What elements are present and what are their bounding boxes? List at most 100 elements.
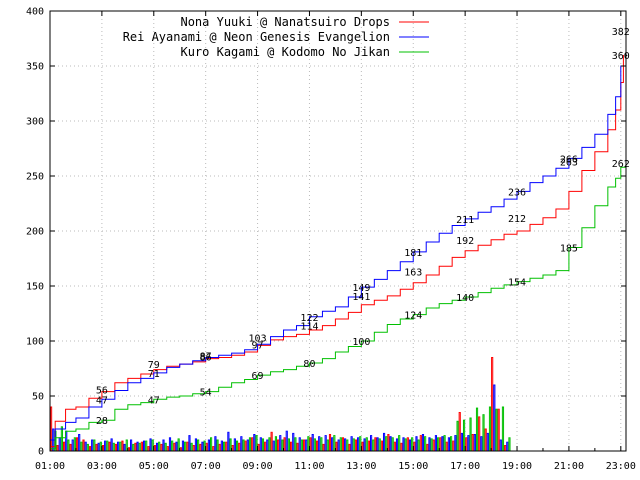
histogram-bar: [261, 438, 265, 452]
data-label: 122: [300, 313, 318, 324]
histogram-bar: [227, 431, 230, 452]
histogram-bar: [58, 437, 61, 452]
y-tick-label: 350: [26, 62, 44, 73]
histogram-bar: [450, 436, 453, 452]
histogram-bar: [173, 442, 176, 452]
histogram-bar: [462, 419, 466, 452]
y-tick-label: 50: [32, 392, 44, 403]
histogram-bar: [166, 446, 169, 452]
histogram-bar: [216, 439, 219, 452]
histogram-bar: [475, 407, 479, 452]
histogram-bar: [287, 438, 290, 452]
histogram-bar: [393, 441, 396, 452]
histogram-bar: [112, 442, 115, 452]
data-label: 28: [96, 416, 108, 427]
histogram-bar: [117, 441, 120, 452]
data-label: 154: [508, 278, 526, 289]
data-label: 97: [252, 340, 264, 351]
histogram-bar: [274, 436, 278, 452]
histogram-bar: [268, 437, 271, 452]
histogram-bar: [417, 439, 420, 452]
histogram-bar: [437, 437, 440, 452]
histogram-bar: [395, 438, 399, 452]
histogram-bar: [119, 441, 122, 452]
data-label: 100: [352, 337, 370, 348]
histogram-bar: [482, 414, 485, 452]
histogram-bar: [279, 435, 282, 452]
histogram-bar: [385, 436, 388, 452]
histogram-bar: [411, 437, 414, 452]
histogram-bar: [491, 357, 494, 452]
histogram-bar: [354, 439, 358, 452]
histogram-bar: [350, 436, 353, 452]
histogram-bar: [322, 443, 325, 452]
histogram-bar: [121, 440, 124, 452]
data-label: 124: [404, 311, 422, 322]
histogram-bar: [140, 441, 143, 452]
histogram-bar: [246, 439, 249, 452]
histogram-bar: [378, 438, 381, 452]
data-label: 140: [456, 293, 474, 304]
histogram-bar: [447, 437, 450, 452]
histogram-bar: [328, 434, 332, 452]
x-tick-label: 09:00: [243, 461, 273, 472]
histogram-bar: [283, 437, 286, 452]
histogram-bar: [242, 439, 245, 452]
histogram-bar: [138, 442, 141, 452]
data-label: 69: [252, 371, 264, 382]
histogram-bar: [125, 439, 128, 452]
data-label: 262: [612, 159, 630, 170]
histogram-bar: [478, 416, 481, 452]
histogram-bar: [147, 446, 150, 452]
data-label: 149: [352, 283, 370, 294]
histogram-bar: [508, 437, 511, 452]
histogram-bar: [197, 439, 200, 452]
histogram-bar: [320, 437, 323, 452]
histogram-bar: [175, 441, 178, 452]
histogram-bar: [244, 440, 247, 452]
histogram-bar: [458, 412, 461, 452]
histogram-bar: [214, 436, 217, 452]
histogram-bar: [428, 437, 431, 452]
histogram-bar: [506, 441, 509, 452]
data-label: 163: [404, 268, 422, 279]
data-label: 86: [200, 352, 212, 363]
data-label: 263: [560, 158, 578, 169]
histogram-bar: [380, 440, 383, 452]
histogram-bar: [504, 445, 507, 452]
histogram-bar: [302, 439, 306, 452]
histogram-bar: [93, 439, 96, 452]
histogram-bar: [82, 439, 85, 452]
histogram-bar: [160, 443, 163, 452]
histogram-bar: [357, 437, 360, 452]
histogram-bar: [460, 432, 463, 452]
histogram-bar: [296, 442, 299, 452]
data-label: 114: [300, 322, 318, 333]
histogram-bar: [311, 434, 314, 452]
x-tick-label: 21:00: [554, 461, 584, 472]
data-label: 141: [352, 292, 370, 303]
histogram-bar: [142, 440, 146, 452]
data-label: 87: [200, 351, 212, 362]
histogram-bar: [471, 434, 474, 452]
histogram-bar: [452, 440, 455, 452]
histogram-bar: [104, 440, 107, 452]
data-label: 211: [456, 215, 474, 226]
series-line: [50, 55, 624, 448]
histogram-bar: [404, 438, 407, 452]
histogram-bar: [344, 438, 347, 452]
x-tick-label: 05:00: [139, 461, 169, 472]
histogram-bar: [220, 440, 223, 452]
histogram-bar: [359, 436, 362, 452]
histogram-bar: [50, 406, 53, 452]
x-tick-label: 03:00: [87, 461, 117, 472]
histogram-bar: [387, 434, 390, 452]
histogram-bar: [285, 430, 288, 452]
histogram-bar: [501, 406, 505, 452]
histogram-bar: [382, 432, 386, 452]
y-tick-label: 400: [26, 7, 44, 18]
histogram-bar: [305, 439, 308, 452]
histogram-bar: [480, 436, 483, 452]
histogram-bar: [363, 438, 366, 452]
series-lines: [50, 30, 627, 450]
